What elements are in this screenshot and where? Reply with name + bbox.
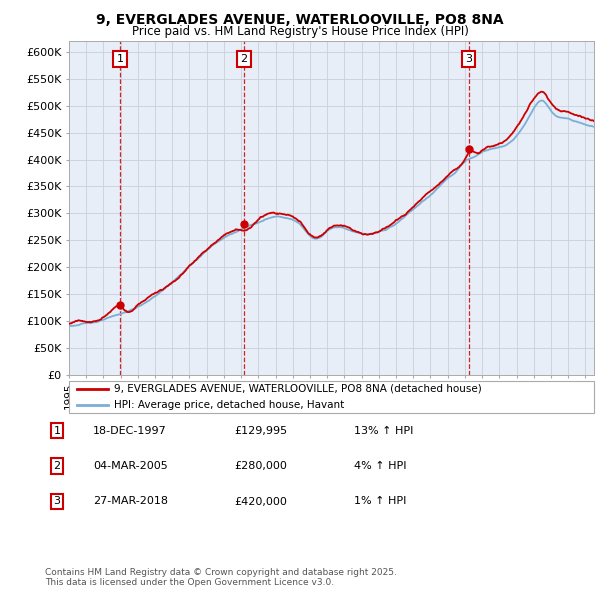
Text: 2: 2 <box>53 461 61 471</box>
Text: 9, EVERGLADES AVENUE, WATERLOOVILLE, PO8 8NA: 9, EVERGLADES AVENUE, WATERLOOVILLE, PO8… <box>96 13 504 27</box>
Text: 27-MAR-2018: 27-MAR-2018 <box>93 497 168 506</box>
Text: 1: 1 <box>116 54 124 64</box>
Text: 9, EVERGLADES AVENUE, WATERLOOVILLE, PO8 8NA (detached house): 9, EVERGLADES AVENUE, WATERLOOVILLE, PO8… <box>113 384 481 394</box>
FancyBboxPatch shape <box>69 381 594 413</box>
Text: Contains HM Land Registry data © Crown copyright and database right 2025.
This d: Contains HM Land Registry data © Crown c… <box>45 568 397 587</box>
Text: 1: 1 <box>53 426 61 435</box>
Text: 18-DEC-1997: 18-DEC-1997 <box>93 426 167 435</box>
Text: £129,995: £129,995 <box>234 426 287 435</box>
Text: 2: 2 <box>241 54 248 64</box>
Text: 4% ↑ HPI: 4% ↑ HPI <box>354 461 407 471</box>
Text: 13% ↑ HPI: 13% ↑ HPI <box>354 426 413 435</box>
Text: 04-MAR-2005: 04-MAR-2005 <box>93 461 168 471</box>
Text: £280,000: £280,000 <box>234 461 287 471</box>
Text: £420,000: £420,000 <box>234 497 287 506</box>
Text: 3: 3 <box>466 54 472 64</box>
Text: 1% ↑ HPI: 1% ↑ HPI <box>354 497 406 506</box>
Text: 3: 3 <box>53 497 61 506</box>
Text: HPI: Average price, detached house, Havant: HPI: Average price, detached house, Hava… <box>113 400 344 410</box>
Text: Price paid vs. HM Land Registry's House Price Index (HPI): Price paid vs. HM Land Registry's House … <box>131 25 469 38</box>
